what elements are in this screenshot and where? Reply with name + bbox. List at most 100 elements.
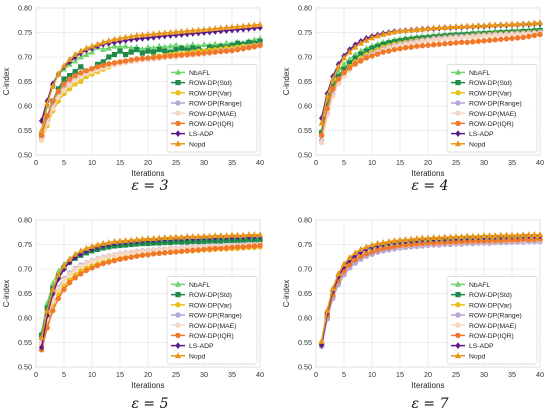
x-tick-label: 0	[314, 158, 318, 167]
data-point	[38, 126, 45, 133]
data-point	[38, 137, 45, 143]
data-point	[83, 267, 90, 274]
data-point	[150, 30, 157, 37]
y-tick-label: 0.50	[18, 151, 32, 160]
data-point	[329, 75, 336, 82]
data-point	[61, 286, 67, 293]
legend-swatch-marker	[175, 302, 181, 308]
series-line	[320, 233, 540, 342]
data-point	[173, 28, 179, 35]
legend-entry-label: ROW-DP(Var)	[189, 90, 232, 97]
y-tick-label: 0.50	[298, 363, 312, 372]
data-point	[179, 45, 185, 51]
legend-swatch-marker	[175, 100, 181, 106]
data-point	[470, 238, 476, 244]
data-point	[67, 73, 73, 79]
data-point	[133, 31, 140, 38]
x-tick-label: 20	[424, 158, 432, 167]
data-point	[38, 334, 45, 340]
data-point	[190, 51, 196, 57]
data-point	[369, 249, 375, 255]
data-point	[324, 307, 331, 314]
data-point	[134, 56, 140, 62]
data-point	[526, 236, 532, 243]
data-point	[117, 34, 123, 41]
series-row-dp-iqr-	[318, 31, 543, 139]
data-point	[229, 237, 235, 244]
data-point	[369, 45, 375, 51]
data-point	[486, 21, 493, 28]
data-point	[464, 34, 470, 40]
data-point	[122, 58, 129, 64]
data-point	[111, 252, 118, 258]
data-point	[212, 245, 218, 252]
data-point	[357, 39, 364, 46]
x-tick-label: 0	[34, 370, 38, 379]
data-point	[78, 263, 84, 269]
data-point	[66, 76, 73, 82]
data-point	[128, 49, 134, 55]
x-tick-label: 0	[314, 370, 318, 379]
data-point	[195, 238, 201, 245]
data-point	[83, 68, 90, 74]
data-point	[329, 285, 336, 291]
data-point	[167, 42, 174, 49]
data-point	[61, 87, 67, 94]
data-point	[66, 82, 73, 88]
data-point	[442, 239, 448, 246]
chart-panel-1: 0 5 10 15 20 25 30 35 40 0.50 0.55 0.60 0.65 0.70 0.75…	[2, 4, 264, 179]
data-point	[201, 50, 207, 56]
data-point	[492, 232, 499, 239]
series-line	[40, 23, 261, 131]
data-point	[235, 237, 241, 244]
data-point	[139, 50, 145, 56]
data-point	[234, 244, 241, 250]
data-point	[375, 43, 381, 49]
data-point	[458, 34, 465, 41]
data-point	[481, 232, 487, 239]
data-point	[100, 46, 107, 53]
legend-entry-label: ROW-DP(IQR)	[469, 121, 514, 128]
data-point	[212, 49, 218, 55]
data-point	[352, 249, 359, 256]
data-point	[520, 20, 527, 27]
data-point	[145, 30, 151, 37]
data-point	[39, 117, 45, 125]
legend-entry-label: NbAFL	[469, 282, 490, 289]
series-line	[40, 37, 261, 134]
data-point	[94, 241, 101, 248]
data-point	[77, 47, 84, 54]
data-point	[436, 36, 442, 43]
data-point	[206, 246, 213, 252]
data-point	[475, 238, 482, 244]
legend: NbAFL ROW-DP(Std) ROW-DP(Var) ROW-DP(Range)…	[166, 276, 258, 365]
data-point	[100, 59, 106, 65]
data-point	[55, 295, 62, 302]
y-tick-label: 0.70	[18, 53, 32, 62]
data-point	[218, 245, 224, 252]
data-point	[201, 232, 207, 239]
legend-entry-label: ROW-DP(MAE)	[189, 323, 236, 330]
data-point	[161, 29, 168, 36]
y-tick-label: 0.65	[18, 77, 32, 86]
data-point	[139, 31, 146, 38]
data-point	[223, 39, 230, 46]
series-nopd	[318, 19, 543, 126]
data-point	[246, 237, 252, 243]
y-tick-label: 0.60	[18, 102, 32, 111]
y-tick-label: 0.70	[298, 53, 312, 62]
data-point	[61, 62, 67, 69]
data-point	[425, 38, 431, 44]
data-point	[498, 32, 504, 38]
data-point	[50, 98, 56, 104]
data-point	[55, 70, 62, 77]
data-point	[363, 36, 370, 43]
data-point	[61, 277, 67, 283]
y-tick-label: 0.65	[18, 289, 32, 298]
data-point	[408, 26, 415, 33]
data-point	[145, 48, 151, 54]
x-tick-label: 15	[116, 370, 124, 379]
x-tick-label: 5	[62, 158, 66, 167]
legend-entry-label: LS-ADP	[189, 343, 214, 350]
data-point	[397, 27, 403, 34]
